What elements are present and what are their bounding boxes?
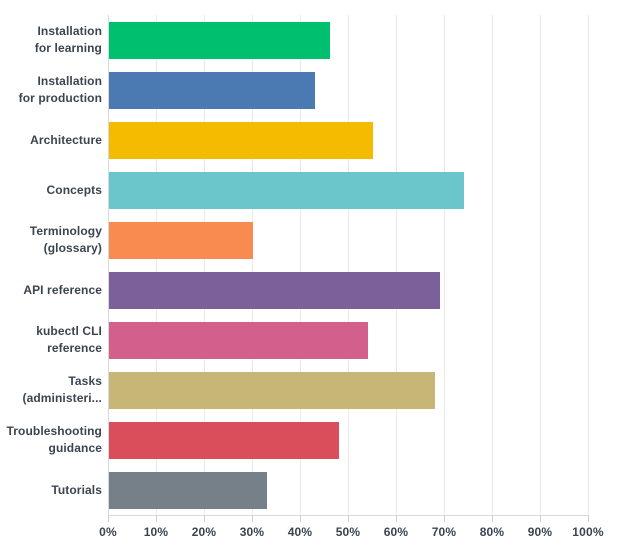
bar-installation-for-production [109, 71, 316, 109]
category-label-line: for production [18, 91, 102, 105]
gridline [588, 15, 589, 515]
x-tick-label: 30% [239, 525, 265, 539]
category-label-line: (glossary) [43, 241, 102, 255]
category-label-line: Installation [37, 24, 102, 38]
category-label: Tutorials [0, 465, 102, 515]
category-label-line: reference [47, 341, 102, 355]
gridline [204, 15, 205, 515]
category-label-line: Tutorials [51, 482, 102, 497]
axis-tick-mark [108, 516, 109, 522]
x-tick-label: 70% [431, 525, 457, 539]
axis-tick-mark [300, 516, 301, 522]
category-label: Concepts [0, 165, 102, 215]
category-label-line: Concepts [46, 182, 102, 197]
x-axis-line [108, 515, 589, 516]
axis-tick-mark [252, 516, 253, 522]
category-label-line: (administeri... [22, 391, 102, 405]
category-label: API reference [0, 265, 102, 315]
gridline [252, 15, 253, 515]
axis-tick-mark [156, 516, 157, 522]
category-label: Installation for production [0, 65, 102, 115]
x-tick-label: 20% [191, 525, 217, 539]
bar-concepts [109, 171, 465, 209]
category-label-line: Installation [37, 74, 102, 88]
category-label: Installation for learning [0, 15, 102, 65]
bar-terminology-glossary [109, 221, 253, 259]
category-label-line: guidance [48, 441, 102, 455]
category-label: Terminology (glossary) [0, 215, 102, 265]
category-label: kubectl CLI reference [0, 315, 102, 365]
category-label-line: Architecture [30, 132, 102, 147]
category-label-line: Terminology [29, 224, 102, 238]
gridline [396, 15, 397, 515]
bar-api-reference [109, 271, 441, 309]
bar-kubectl-cli-reference [109, 321, 369, 359]
bar-tutorials [109, 471, 268, 509]
bar-installation-for-learning [109, 21, 330, 59]
x-tick-label: 60% [383, 525, 409, 539]
axis-tick-mark [396, 516, 397, 522]
category-label-line: for learning [34, 41, 102, 55]
axis-tick-mark [540, 516, 541, 522]
bar-tasks-administeri [109, 371, 436, 409]
gridline [156, 15, 157, 515]
y-axis-line [108, 15, 109, 515]
axis-tick-mark [204, 516, 205, 522]
axis-tick-mark [588, 516, 589, 522]
gridline [492, 15, 493, 515]
gridline [300, 15, 301, 515]
category-label: Tasks (administeri... [0, 365, 102, 415]
category-label-line: Troubleshooting [6, 424, 102, 438]
x-tick-label: 80% [479, 525, 505, 539]
bar-architecture [109, 121, 373, 159]
bar-troubleshooting-guidance [109, 421, 340, 459]
category-label-line: API reference [23, 282, 102, 297]
category-label: Troubleshooting guidance [0, 415, 102, 465]
x-tick-label: 40% [287, 525, 313, 539]
axis-tick-mark [348, 516, 349, 522]
gridline [444, 15, 445, 515]
category-label-line: kubectl CLI [36, 324, 102, 338]
category-label-line: Tasks [68, 374, 102, 388]
category-label: Architecture [0, 115, 102, 165]
x-tick-label: 0% [99, 525, 117, 539]
x-tick-label: 50% [335, 525, 361, 539]
axis-tick-mark [444, 516, 445, 522]
x-tick-label: 10% [143, 525, 169, 539]
axis-tick-mark [492, 516, 493, 522]
x-tick-label: 90% [527, 525, 553, 539]
x-tick-label: 100% [572, 525, 604, 539]
gridline [348, 15, 349, 515]
gridline [540, 15, 541, 515]
